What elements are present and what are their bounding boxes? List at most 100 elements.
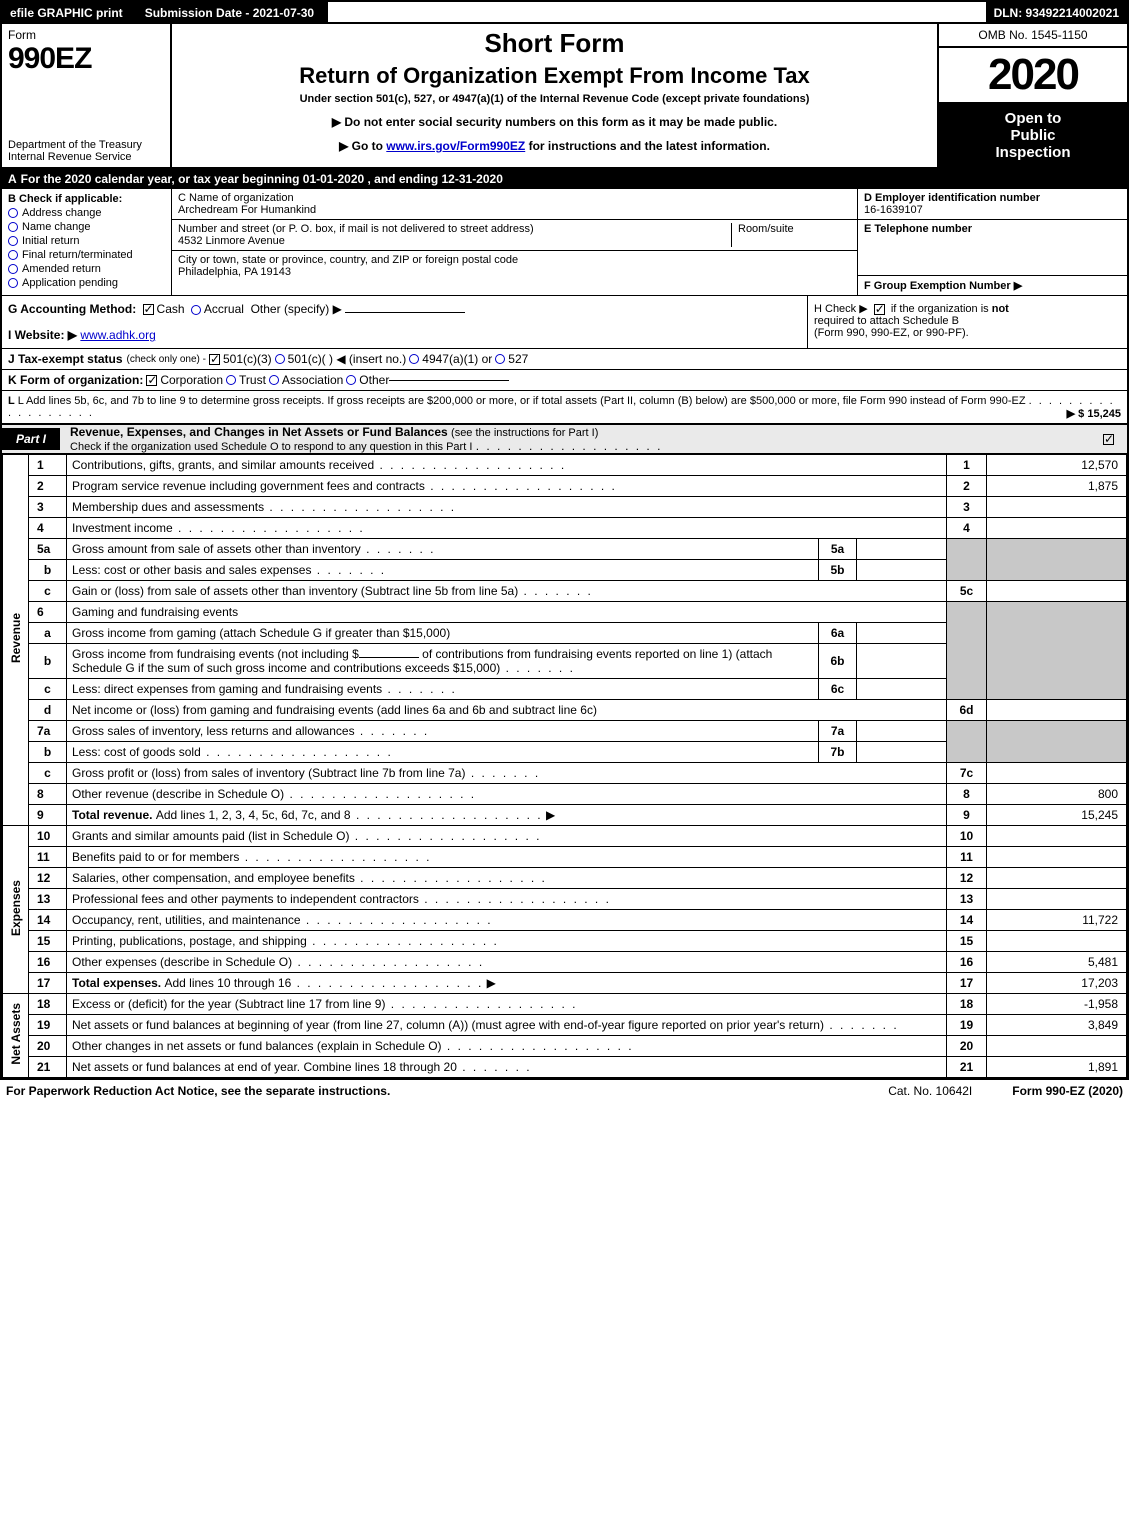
chk-cash[interactable]	[143, 304, 154, 315]
chk-4947[interactable]	[409, 354, 419, 364]
chk-final-return[interactable]: Final return/terminated	[8, 249, 165, 261]
org-name: Archedream For Humankind	[178, 204, 316, 216]
part-1-tab: Part I	[2, 428, 60, 450]
r8-desc: Other revenue (describe in Schedule O)	[67, 784, 947, 805]
r3-desc: Membership dues and assessments	[67, 497, 947, 518]
r1-amt: 12,570	[987, 455, 1127, 476]
chk-name-change[interactable]: Name change	[8, 221, 165, 233]
r21-ref: 21	[947, 1057, 987, 1078]
row-7c: c Gross profit or (loss) from sales of i…	[3, 763, 1127, 784]
r5a-il: 5a	[819, 539, 857, 560]
r5ab-amt-grey	[987, 539, 1127, 581]
r3-num: 3	[29, 497, 67, 518]
room-suite: Room/suite	[731, 223, 851, 247]
chk-association[interactable]	[269, 375, 279, 385]
goto-pre: ▶ Go to	[339, 139, 386, 153]
open-public-inspection: Open to Public Inspection	[939, 104, 1127, 167]
submission-date: Submission Date - 2021-07-30	[133, 2, 328, 24]
r6-num: 6	[29, 602, 67, 623]
website-link[interactable]: www.adhk.org	[80, 328, 155, 342]
r17-amt: 17,203	[987, 973, 1127, 994]
r20-amt	[987, 1036, 1127, 1057]
r5c-amt	[987, 581, 1127, 602]
r6a-il: 6a	[819, 623, 857, 644]
chk-final-return-label: Final return/terminated	[22, 249, 133, 261]
top-bar: efile GRAPHIC print Submission Date - 20…	[2, 2, 1127, 24]
irs-link[interactable]: www.irs.gov/Form990EZ	[386, 139, 525, 153]
chk-corporation[interactable]	[146, 375, 157, 386]
r9-desc: Total revenue. Add lines 1, 2, 3, 4, 5c,…	[67, 805, 947, 826]
r6-amt-grey	[987, 602, 1127, 700]
row-17: 17 Total expenses. Add lines 10 through …	[3, 973, 1127, 994]
financial-table: Revenue 1 Contributions, gifts, grants, …	[2, 454, 1127, 1078]
d-label: D Employer identification number	[864, 192, 1040, 204]
header-row: Form 990EZ Department of the Treasury In…	[2, 24, 1127, 169]
g-other-blank[interactable]	[345, 312, 465, 313]
r11-num: 11	[29, 847, 67, 868]
r18-desc: Excess or (deficit) for the year (Subtra…	[67, 994, 947, 1015]
chk-accrual[interactable]	[191, 305, 201, 315]
row-13: 13 Professional fees and other payments …	[3, 889, 1127, 910]
r7b-il: 7b	[819, 742, 857, 763]
r18-num: 18	[29, 994, 67, 1015]
org-city-block: City or town, state or province, country…	[172, 251, 857, 281]
chk-other-org[interactable]	[346, 375, 356, 385]
section-k: K Form of organization: Corporation Trus…	[2, 370, 1127, 391]
row-1: Revenue 1 Contributions, gifts, grants, …	[3, 455, 1127, 476]
row-19: 19 Net assets or fund balances at beginn…	[3, 1015, 1127, 1036]
r13-amt	[987, 889, 1127, 910]
r7c-amt	[987, 763, 1127, 784]
a-label: A	[8, 172, 17, 186]
title-subsection: Under section 501(c), 527, or 4947(a)(1)…	[182, 93, 927, 105]
j-label: J Tax-exempt status	[8, 352, 123, 366]
chk-527[interactable]	[495, 354, 505, 364]
efile-print-label[interactable]: efile GRAPHIC print	[2, 2, 133, 24]
r14-desc: Occupancy, rent, utilities, and maintena…	[67, 910, 947, 931]
r6a-desc: Gross income from gaming (attach Schedul…	[67, 623, 819, 644]
r1-desc: Contributions, gifts, grants, and simila…	[67, 455, 947, 476]
k-label: K Form of organization:	[8, 373, 143, 387]
r2-desc: Program service revenue including govern…	[67, 476, 947, 497]
l-amount: ▶ $ 15,245	[1067, 407, 1121, 420]
r7ab-amt-grey	[987, 721, 1127, 763]
row-14: 14 Occupancy, rent, utilities, and maint…	[3, 910, 1127, 931]
r5ab-ref-grey	[947, 539, 987, 581]
r5a-num: 5a	[29, 539, 67, 560]
insp-1: Open to	[1005, 110, 1062, 127]
row-21: 21 Net assets or fund balances at end of…	[3, 1057, 1127, 1078]
r21-amt: 1,891	[987, 1057, 1127, 1078]
chk-501c[interactable]	[275, 354, 285, 364]
r6d-desc: Net income or (loss) from gaming and fun…	[67, 700, 947, 721]
r20-num: 20	[29, 1036, 67, 1057]
title-return: Return of Organization Exempt From Incom…	[182, 63, 927, 89]
row-18: Net Assets 18 Excess or (deficit) for th…	[3, 994, 1127, 1015]
chk-trust[interactable]	[226, 375, 236, 385]
tax-year: 2020	[939, 48, 1127, 104]
chk-schedule-o-used[interactable]	[1103, 434, 1114, 445]
r14-amt: 11,722	[987, 910, 1127, 931]
h-pre: H Check ▶	[814, 303, 868, 315]
omb-number: OMB No. 1545-1150	[939, 24, 1127, 48]
r11-desc: Benefits paid to or for members	[67, 847, 947, 868]
chk-initial-return[interactable]: Initial return	[8, 235, 165, 247]
chk-application-pending[interactable]: Application pending	[8, 277, 165, 289]
chk-schedule-b-not-required[interactable]	[874, 304, 885, 315]
k-other-blank[interactable]	[389, 380, 509, 381]
r6b-il: 6b	[819, 644, 857, 679]
r7c-num: c	[29, 763, 67, 784]
r7a-num: 7a	[29, 721, 67, 742]
section-c: C Name of organization Archedream For Hu…	[172, 189, 857, 295]
part-1-title: Revenue, Expenses, and Changes in Net As…	[70, 425, 448, 439]
r6a-num: a	[29, 623, 67, 644]
chk-address-change[interactable]: Address change	[8, 207, 165, 219]
chk-501c3[interactable]	[209, 354, 220, 365]
header-left: Form 990EZ Department of the Treasury In…	[2, 24, 172, 167]
r16-num: 16	[29, 952, 67, 973]
r8-ref: 8	[947, 784, 987, 805]
chk-amended-return[interactable]: Amended return	[8, 263, 165, 275]
r16-amt: 5,481	[987, 952, 1127, 973]
row-2: 2 Program service revenue including gove…	[3, 476, 1127, 497]
k-trust: Trust	[239, 373, 266, 387]
r2-num: 2	[29, 476, 67, 497]
r6c-iv	[857, 679, 947, 700]
